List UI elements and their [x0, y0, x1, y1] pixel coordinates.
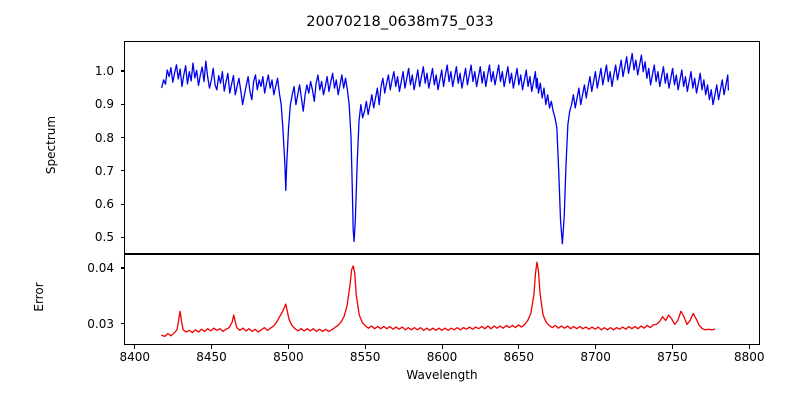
x-tick-mark	[364, 345, 366, 349]
error-panel	[124, 254, 760, 345]
x-tick-mark	[287, 345, 289, 349]
x-tick-label: 8450	[196, 350, 227, 364]
x-tick-label: 8650	[503, 350, 535, 364]
y-tick-mark	[120, 170, 124, 172]
y-tick-label: 0.7	[94, 163, 114, 178]
x-tick-label: 8750	[657, 350, 688, 364]
x-tick-mark	[134, 345, 136, 349]
y-tick-mark	[120, 236, 124, 238]
error-axis-label: Error	[32, 282, 46, 312]
y-tick-label: 0.9	[94, 97, 114, 112]
y-tick-mark	[120, 137, 124, 139]
x-tick-mark	[671, 345, 674, 349]
y-tick-label: 0.5	[94, 230, 114, 245]
x-tick-label: 8800	[733, 350, 765, 364]
y-tick-mark	[120, 203, 124, 205]
y-tick-mark	[120, 323, 124, 325]
y-tick-label: 0.03	[87, 316, 114, 331]
wavelength-axis-label: Wavelength	[406, 368, 478, 382]
x-tick-mark	[518, 345, 520, 349]
y-tick-label: 1.0	[94, 63, 114, 78]
spectrum-panel	[124, 41, 760, 254]
y-tick-label: 0.04	[87, 260, 114, 275]
x-tick-label: 8500	[273, 350, 304, 364]
y-tick-label: 0.8	[94, 130, 114, 145]
x-tick-mark	[211, 345, 213, 349]
x-tick-mark	[595, 345, 597, 349]
x-tick-label: 8550	[349, 350, 381, 364]
y-tick-label: 0.6	[94, 197, 114, 212]
spectrum-axis-label: Spectrum	[44, 115, 58, 175]
y-tick-mark	[120, 103, 124, 105]
y-tick-mark	[120, 267, 124, 269]
spectrum-trace	[125, 42, 759, 253]
error-trace	[125, 255, 759, 344]
x-tick-label: 8700	[580, 350, 611, 364]
y-tick-mark	[120, 70, 124, 72]
x-tick-label: 8400	[119, 350, 151, 364]
x-tick-mark	[748, 345, 750, 349]
x-tick-label: 8600	[426, 350, 458, 364]
x-tick-mark	[441, 345, 443, 349]
chart-title: 20070218_0638m75_033	[306, 14, 494, 30]
